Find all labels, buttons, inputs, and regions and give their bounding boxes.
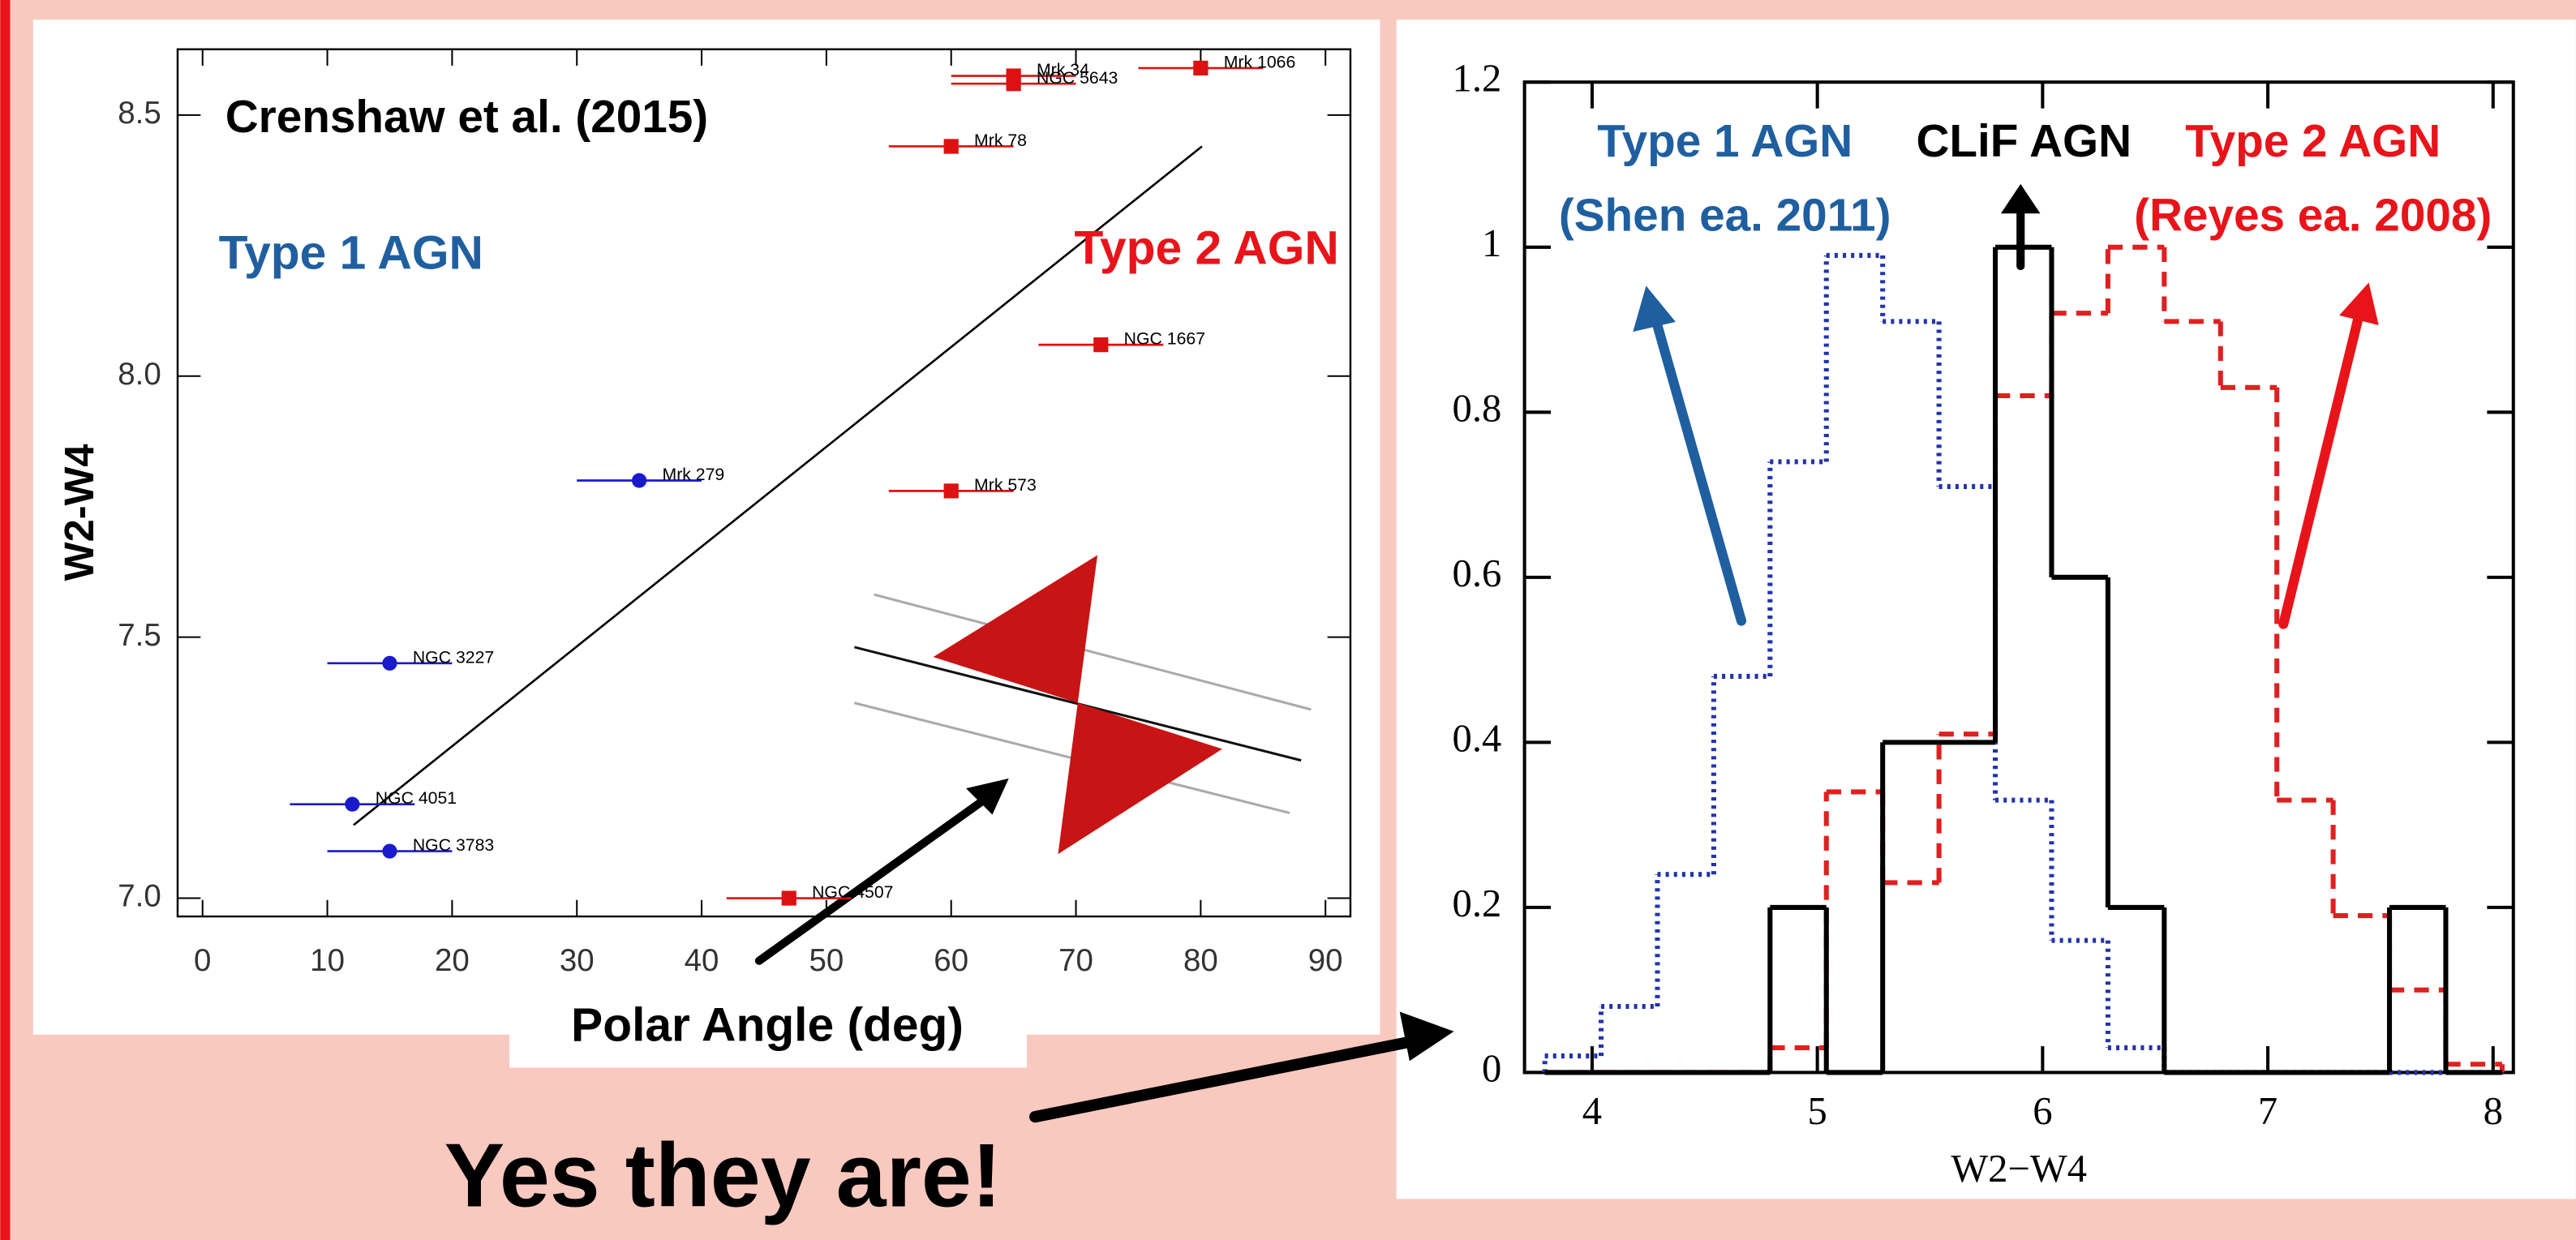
- x-tick-label: 6: [2033, 1089, 2052, 1133]
- point-label: Mrk 1066: [1224, 52, 1296, 71]
- y-tick-label: 8.0: [118, 357, 161, 392]
- point: [1006, 76, 1021, 92]
- fit-line: [353, 145, 1203, 826]
- x-tick-label: 30: [560, 943, 595, 978]
- y-axis-label: W2-W4: [56, 444, 102, 581]
- point-label: Mrk 279: [662, 465, 724, 484]
- point-label: Mrk 34: [1037, 60, 1089, 79]
- x-tick-label: 0: [194, 943, 211, 978]
- annotation: Type 1 AGN: [1597, 116, 1853, 167]
- left-panel: [32, 19, 1380, 1035]
- x-tick-label: 4: [1582, 1089, 1602, 1133]
- x-tick-label: 20: [435, 943, 470, 978]
- annotation: CLiF AGN: [1916, 116, 2132, 167]
- x-tick-label: 50: [809, 943, 844, 978]
- x-tick-label: 10: [310, 943, 345, 978]
- right-panel: [1396, 19, 2576, 1199]
- arrows: [754, 183, 2379, 1123]
- annotation: (Shen ea. 2011): [1559, 190, 1891, 241]
- annotation: Type 2 AGN: [2185, 116, 2441, 167]
- point: [1093, 337, 1109, 353]
- y-tick-label: 7.5: [118, 618, 161, 653]
- annotation: Type 1 AGN: [219, 226, 483, 279]
- y-tick-label: 8.5: [118, 96, 161, 131]
- y-tick-label: 1: [1482, 221, 1501, 265]
- y-tick-label: 1.2: [1453, 56, 1502, 100]
- point: [382, 843, 397, 859]
- x-axis-label: Polar Angle (deg): [571, 998, 964, 1051]
- annotation: (Reyes ea. 2008): [2134, 190, 2492, 241]
- point-label: NGC 4051: [376, 788, 457, 808]
- point-label: NGC 3227: [413, 647, 494, 667]
- x-tick-label: 70: [1058, 943, 1093, 978]
- x-tick-label: 90: [1308, 943, 1343, 978]
- annotation: Crenshaw et al. (2015): [225, 92, 708, 143]
- point-label: Mrk 573: [974, 475, 1037, 495]
- x-tick-label: 8: [2484, 1089, 2503, 1133]
- x-tick-label: 5: [1807, 1089, 1827, 1133]
- left-plot-frame: [176, 48, 1352, 918]
- x-tick-label: 60: [934, 943, 968, 978]
- point: [943, 139, 959, 154]
- y-tick-label: 0.2: [1453, 882, 1502, 925]
- point-label: NGC 4507: [812, 882, 893, 902]
- x-axis-label: W2−W4: [1951, 1147, 2087, 1191]
- point-label: Mrk 78: [974, 131, 1027, 150]
- left-strip: [0, 0, 11, 1240]
- x-tick-label: 80: [1183, 943, 1218, 978]
- point: [382, 655, 397, 671]
- point-label: NGC 1667: [1124, 329, 1205, 349]
- annotation: Type 2 AGN: [1074, 221, 1338, 274]
- point: [1193, 60, 1209, 76]
- y-tick-label: 0.4: [1453, 717, 1502, 761]
- cone-illustration: [853, 555, 1312, 855]
- point-label: NGC 3783: [413, 835, 494, 855]
- x-tick-label: 40: [685, 943, 719, 978]
- point: [345, 796, 360, 812]
- point: [781, 890, 796, 906]
- y-tick-label: 0: [1482, 1047, 1501, 1091]
- point: [632, 473, 647, 488]
- point-label: NGC 5643: [1037, 68, 1118, 88]
- y-tick-label: 0.8: [1453, 386, 1502, 430]
- point: [943, 483, 959, 499]
- y-tick-label: 0.6: [1453, 551, 1502, 595]
- y-tick-label: 7.0: [118, 879, 161, 914]
- label-box: [509, 985, 1027, 1068]
- caption: Yes they are!: [444, 1125, 1002, 1226]
- x-tick-label: 7: [2258, 1089, 2278, 1133]
